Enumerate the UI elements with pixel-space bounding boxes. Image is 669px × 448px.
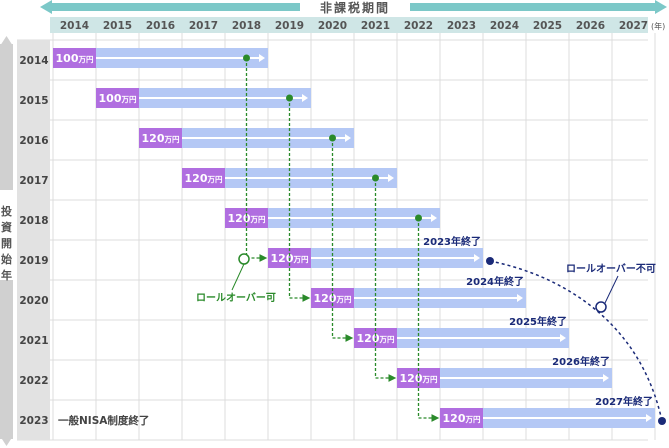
rollover-connectors [243, 54, 440, 422]
rollover-origin-dot [415, 214, 422, 222]
rollover-ok-annotation: ロールオーバー可 [196, 253, 276, 304]
side-year-labels: 2014 2015 2016 2017 2018 2019 2020 2021 2022 2023 [19, 55, 48, 427]
year-header-2019: 2019 [275, 20, 304, 32]
year-header-2014: 2014 [60, 20, 89, 32]
side-title-char: 始 [1, 252, 12, 266]
period-arrowhead [474, 254, 480, 262]
year-header-2020: 2020 [318, 20, 347, 32]
year-header-bg [50, 17, 648, 33]
end-dot-2027 [658, 417, 666, 425]
side-title-char: 開 [1, 237, 12, 250]
period-title: 非課税期間 [320, 0, 390, 15]
side-arrow-down [0, 436, 13, 446]
year-header-2026: 2026 [576, 20, 605, 32]
side-year-2017: 2017 [19, 175, 48, 187]
investment-row-2023: 120万円 2027年終了 [440, 395, 655, 428]
side-year-2021: 2021 [19, 335, 48, 347]
rollover-origin-dot [372, 174, 379, 182]
investment-row-2021: 120万円 2025年終了 [354, 315, 569, 348]
rollover-ok-label: ロールオーバー可 [196, 292, 276, 304]
side-year-2014: 2014 [19, 55, 48, 67]
amount-label: 120万円 [271, 252, 309, 265]
side-year-2019: 2019 [19, 255, 48, 267]
side-title-char: 年 [1, 268, 12, 282]
rollover-line-2015 [286, 94, 311, 302]
amount-box [53, 48, 96, 68]
year-header-2024: 2024 [490, 20, 519, 32]
year-header-2015: 2015 [103, 20, 132, 32]
side-year-2018: 2018 [19, 215, 48, 227]
amount-label: 120万円 [400, 372, 438, 385]
side-arrow-up [0, 36, 13, 46]
period-arrowhead [388, 174, 394, 182]
rollover-origin-dot [243, 54, 250, 62]
amount-label: 120万円 [228, 212, 266, 225]
amount-box [440, 408, 483, 428]
investment-row-2014: 100万円 [53, 48, 268, 68]
rollover-line-2017 [372, 174, 397, 382]
side-title-char: 投 [1, 204, 12, 218]
rollover-line-2016 [329, 134, 354, 342]
amount-label: 120万円 [357, 332, 395, 345]
investment-row-2015: 100万円 [96, 88, 311, 108]
tax-free-period-header: 非課税期間 [40, 0, 667, 15]
nisa-end-label: 一般NISA制度終了 [58, 414, 149, 427]
end-label: 2026年終了 [552, 355, 610, 368]
amount-label: 120万円 [142, 132, 180, 145]
year-header-2022: 2022 [404, 20, 433, 32]
amount-box [96, 88, 139, 108]
year-unit-label: (年) [651, 21, 665, 31]
amount-box [139, 128, 182, 148]
amount-label: 120万円 [314, 292, 352, 305]
amount-label: 120万円 [185, 172, 223, 185]
period-arrowhead [646, 414, 652, 422]
rollover-origin-dot [329, 134, 336, 142]
rollover-ng-label: ロールオーバー不可 [566, 263, 656, 275]
end-curve [489, 260, 663, 422]
period-arrowhead [603, 374, 609, 382]
rollover-ng-annotation: ロールオーバー不可 [486, 257, 666, 425]
year-header-2016: 2016 [146, 20, 175, 32]
period-arrowhead [431, 214, 437, 222]
year-header-row: 2014 2015 2016 2017 2018 2019 2020 2021 2022 2023… [60, 20, 648, 32]
year-header-2017: 2017 [189, 20, 218, 32]
period-arrowhead [345, 134, 351, 142]
period-arrowhead [302, 94, 308, 102]
investment-rows: 100万円 100万円 120万円 120万円 120万円 120万円 2023年終了 120… [53, 48, 655, 428]
end-label: 2023年終了 [423, 235, 481, 248]
rollover-line-2018 [415, 214, 440, 422]
amount-label: 100万円 [56, 52, 94, 65]
end-label: 2025年終了 [509, 315, 567, 328]
amount-label: 100万円 [99, 92, 137, 105]
end-label: 2027年終了 [595, 395, 653, 408]
side-year-2020: 2020 [19, 295, 48, 307]
end-dot-2023 [486, 257, 494, 265]
period-arrowhead [517, 294, 523, 302]
end-label: 2024年終了 [466, 275, 524, 288]
side-year-2022: 2022 [19, 375, 48, 387]
period-arrowhead [560, 334, 566, 342]
period-arrowhead [259, 54, 265, 62]
rollover-ok-marker [238, 253, 250, 265]
rollover-origin-dot [286, 94, 293, 102]
year-header-2027: 2027 [619, 20, 648, 32]
side-year-column [17, 40, 50, 440]
year-header-2021: 2021 [361, 20, 390, 32]
side-year-2016: 2016 [19, 135, 48, 147]
side-title-char: 資 [1, 220, 12, 234]
year-header-2025: 2025 [533, 20, 562, 32]
year-header-2023: 2023 [447, 20, 476, 32]
rollover-ng-marker [595, 301, 607, 313]
amount-box [182, 168, 225, 188]
side-year-2015: 2015 [19, 95, 48, 107]
side-year-2023: 2023 [19, 415, 48, 427]
amount-label: 120万円 [443, 412, 481, 425]
year-header-2018: 2018 [232, 20, 261, 32]
